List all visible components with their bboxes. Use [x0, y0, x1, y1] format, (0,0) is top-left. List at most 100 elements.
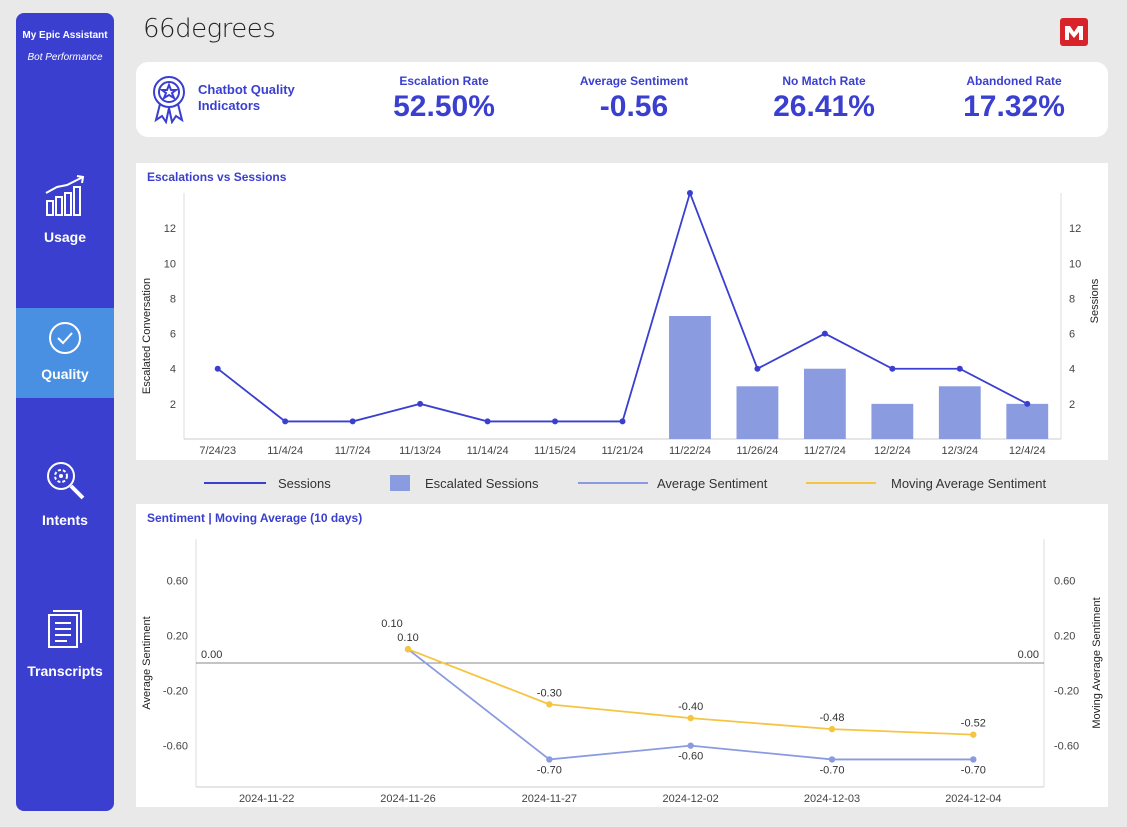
y-tick-label: 0.60 [167, 575, 188, 587]
bar [669, 316, 711, 439]
legend-swatch [578, 482, 648, 484]
kpi-value: 17.32% [963, 90, 1065, 123]
sessions-point [889, 365, 896, 372]
reference-label-left: 0.00 [201, 649, 222, 661]
x-tick-label: 11/22/24 [669, 445, 711, 457]
average-sentiment-point [970, 756, 977, 763]
document-icon [48, 610, 82, 648]
kpi-label: Escalation Rate [399, 74, 489, 88]
chart-title: Sentiment | Moving Average (10 days) [147, 511, 363, 525]
sentiment-chart: 0.60 0.60 0.20 0.20 -0.20 -0.20 -0.60 -0.60 Aver… [141, 539, 1103, 805]
x-tick-label: 2024-11-27 [522, 793, 577, 805]
sessions-point [552, 418, 559, 425]
sessions-point [349, 418, 356, 425]
data-label: -0.70 [537, 764, 562, 776]
y2-axis-title: Sessions [1089, 278, 1101, 323]
y-tick-label: 2 [170, 399, 176, 411]
moving-average-point [828, 725, 836, 733]
y2-tick-label: 0.20 [1054, 630, 1075, 642]
data-label: -0.48 [819, 712, 844, 724]
kpi-card: Chatbot Quality Indicators Escalation Ra… [136, 62, 1108, 137]
average-sentiment-point [828, 756, 836, 763]
y-tick-label: 0.20 [167, 630, 188, 642]
legend-label: Moving Average Sentiment [891, 475, 1047, 491]
y2-tick-label: 12 [1069, 223, 1081, 235]
check-circle-icon [49, 322, 81, 354]
x-tick-label: 11/15/24 [534, 445, 576, 457]
bar-chart-icon [45, 175, 85, 216]
bar [938, 386, 981, 439]
legend-item[interactable]: Average Sentiment [578, 465, 767, 501]
y-tick-label: 6 [170, 329, 176, 341]
legend-item[interactable]: Sessions [204, 465, 331, 501]
nav-transcripts[interactable]: Transcripts [16, 609, 114, 679]
nav-intents-label: Intents [42, 512, 88, 528]
escalations-chart: 2 2 4 4 6 6 8 8 10 10 12 12 Escalated Conversation Se… [141, 190, 1101, 457]
sessions-point [956, 365, 963, 372]
x-tick-label: 11/21/24 [601, 445, 643, 457]
m-logo-icon [1060, 18, 1088, 46]
chart-legend: Sessions Escalated Sessions Average Sent… [136, 465, 1108, 501]
y2-tick-label: 6 [1069, 329, 1075, 341]
kpi-value: 26.41% [773, 90, 875, 123]
x-tick-label: 11/26/24 [736, 445, 778, 457]
nav-usage-label: Usage [43, 229, 87, 245]
data-label: -0.70 [819, 764, 844, 776]
average-sentiment-point [546, 756, 553, 763]
average-sentiment-point [687, 742, 694, 749]
app-title: My Epic Assistant [22, 30, 108, 41]
x-tick-label: 2024-11-22 [239, 793, 294, 805]
kpi-value: -0.56 [599, 90, 669, 123]
kpi-heading: Chatbot Quality Indicators [198, 82, 295, 113]
legend-label: Average Sentiment [657, 475, 768, 491]
sessions-point [754, 365, 761, 372]
legend-item[interactable]: Moving Average Sentiment [806, 465, 1046, 501]
legend-swatch [204, 482, 266, 484]
kpi-label: Average Sentiment [579, 74, 689, 88]
x-tick-label: 11/13/24 [399, 445, 441, 457]
chart-title: Escalations vs Sessions [147, 170, 287, 184]
legend-label: Escalated Sessions [425, 475, 539, 491]
sessions-point [417, 400, 424, 407]
legend-swatch [390, 475, 410, 491]
data-label: -0.30 [537, 687, 562, 699]
y-tick-label: 4 [170, 364, 176, 376]
moving-average-point [546, 701, 553, 708]
x-tick-label: 12/3/24 [941, 445, 978, 457]
moving-average-point [687, 714, 694, 722]
kpi-label: Abandoned Rate [966, 74, 1062, 88]
sidebar: My Epic Assistant Bot Performance Usage … [16, 13, 114, 811]
x-tick-label: 2024-12-02 [663, 793, 719, 805]
nav-quality[interactable]: Quality [16, 308, 114, 398]
data-label: -0.70 [961, 764, 986, 776]
x-tick-label: 11/14/24 [467, 445, 509, 457]
x-tick-label: 2024-12-03 [804, 793, 860, 805]
y-tick-label: -0.60 [163, 741, 188, 753]
y-tick-label: 8 [170, 293, 176, 305]
y2-tick-label: -0.60 [1054, 741, 1079, 753]
y-axis-title: Escalated Conversation [141, 278, 153, 394]
sessions-point [484, 418, 491, 425]
kpi-escalation-rate: Escalation Rate 52.50% [364, 74, 524, 124]
legend-label: Sessions [278, 475, 331, 491]
sessions-point [686, 190, 693, 196]
data-label: 0.10 [397, 632, 418, 644]
legend-swatch [806, 482, 876, 484]
x-tick-label: 11/27/24 [804, 445, 846, 457]
x-tick-label: 11/4/24 [267, 445, 303, 457]
sentiment-panel: Sentiment | Moving Average (10 days) 0.6… [136, 504, 1108, 807]
y-tick-label: 12 [164, 223, 176, 235]
x-tick-label: 11/7/24 [335, 445, 371, 457]
sessions-point [214, 365, 221, 372]
y2-axis-title: Moving Average Sentiment [1091, 597, 1103, 728]
nav-intents[interactable]: Intents [16, 458, 114, 528]
moving-average-point [404, 646, 412, 653]
x-tick-label: 2024-11-26 [380, 793, 435, 805]
nav-usage[interactable]: Usage [16, 173, 114, 245]
gear-search-icon [47, 462, 85, 500]
brand-logo: 66degrees [143, 14, 276, 44]
nav-transcripts-label: Transcripts [27, 663, 103, 679]
legend-item[interactable]: Escalated Sessions [390, 465, 538, 501]
kpi-no-match-rate: No Match Rate 26.41% [744, 74, 904, 124]
bar [871, 403, 914, 439]
